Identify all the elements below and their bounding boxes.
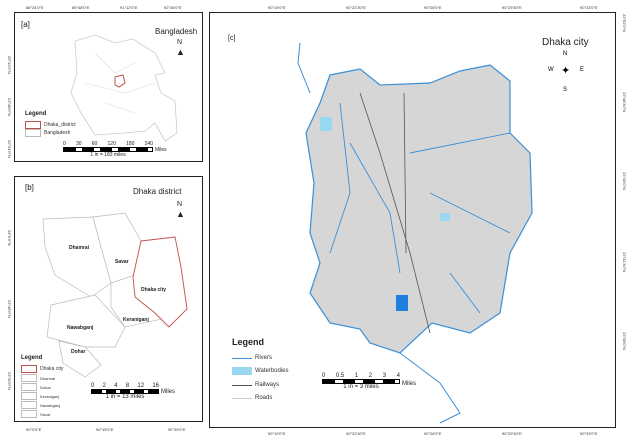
scale-bar: 0 2 4 8 12 16 1 in = 13 miles <box>91 383 159 400</box>
tick-label: 23°52'0"N <box>622 14 627 32</box>
river-line <box>399 352 461 424</box>
tick-label: 23°45'0"N <box>7 300 12 318</box>
legend-title: Legend <box>25 111 47 117</box>
district-map <box>42 212 188 378</box>
tick-label: 23°48'30"N <box>622 92 627 113</box>
north-arrow-icon: N <box>177 39 183 46</box>
city-roads-area <box>305 64 533 354</box>
tick-label: 25°12'0"N <box>7 56 12 74</box>
tick-label: 23°30'0"N <box>7 372 12 390</box>
area-label: Dhaka city <box>141 287 167 293</box>
bangladesh-map <box>70 34 178 142</box>
legend-item: Dhaka city <box>21 365 63 373</box>
legend-item: Dhaka_district <box>25 121 76 129</box>
legend-item: Bangladesh <box>25 129 70 137</box>
legend-item: Savar <box>21 410 63 418</box>
legend-title: Legend <box>232 337 265 347</box>
tick-label: 23°38'0"N <box>622 332 627 350</box>
tick-label: 90°15'0"E <box>96 427 114 432</box>
legend-item-waterbodies: Waterbodies <box>232 367 288 375</box>
tick-label: 90°30'0"E <box>168 427 186 432</box>
area-label: Keraniganj <box>123 317 149 323</box>
city-map <box>297 42 533 424</box>
tick-label: 90°29'30"E <box>502 5 522 10</box>
panel-dhaka-city: [c] Dhaka city N W E S ✦ Legend Rivers W… <box>209 12 616 428</box>
tick-label: 90°29'30"E <box>502 431 522 436</box>
panel-title: Bangladesh <box>155 27 198 36</box>
river-line <box>329 102 511 314</box>
compass-rose-icon: N W E S ✦ <box>548 51 584 93</box>
tick-label: 23°48'0"N <box>7 98 12 116</box>
tick-label: 90°26'0"E <box>424 5 442 10</box>
tick-label: 23°45'0"N <box>622 172 627 190</box>
tick-label: 90°0'0"E <box>26 427 42 432</box>
area-label: Dhamrai <box>69 245 90 251</box>
north-arrow-icon: N <box>177 201 183 208</box>
tick-label: 23°41'30"N <box>622 252 627 273</box>
tick-label: 90°22'30"E <box>346 5 366 10</box>
scale-bar: 0 30 60 120 180 240 1 in = 183 miles <box>63 141 153 158</box>
dhaka-city-highlight <box>132 236 188 328</box>
panel-tag: [a] <box>21 20 30 29</box>
legend-item-railways: Railways <box>232 382 279 388</box>
legend-item: Dhamrai <box>21 374 63 382</box>
tick-label: 89°48'0"E <box>72 5 90 10</box>
area-label: Nawabganj <box>67 325 94 331</box>
tick-label: 88°24'0"E <box>26 5 44 10</box>
waterbody <box>320 117 332 131</box>
tick-label: 90°33'0"E <box>580 431 598 436</box>
tick-label: 91°12'0"E <box>120 5 138 10</box>
north-arrow-glyph: ▲ <box>176 47 185 57</box>
river-line <box>297 42 311 94</box>
area-label: Savar <box>115 259 129 265</box>
railway-line <box>359 92 431 334</box>
tick-label: 92°36'0"E <box>164 5 182 10</box>
tick-label: 24°0'0"N <box>7 230 12 246</box>
tick-label: 90°33'0"E <box>580 5 598 10</box>
area-label: Dohar <box>71 349 86 355</box>
tick-label: 90°22'30"E <box>346 431 366 436</box>
legend-item: Dohar <box>21 383 63 391</box>
panel-dhaka-district: [b] Dhaka district N ▲ Dhamrai Savar Dha… <box>14 176 203 422</box>
legend-title: Legend <box>21 355 43 361</box>
panel-title: Dhaka city <box>542 37 589 48</box>
panel-tag: [b] <box>25 183 34 192</box>
bangladesh-outline <box>70 34 178 142</box>
legend-item: Nawabganj <box>21 401 63 409</box>
panel-bangladesh: [a] Bangladesh N ▲ Legend Dhaka_district… <box>14 12 203 162</box>
legend-item-roads: Roads <box>232 395 272 401</box>
tick-label: 90°19'0"E <box>268 431 286 436</box>
legend-item: Keraniganj <box>21 392 63 400</box>
scale-bar: 0 0.5 1 2 3 4 1 in = 3 miles <box>322 373 400 390</box>
legend: Dhaka city Dhamrai Dohar Keraniganj Nawa… <box>21 365 63 418</box>
panel-tag: [c] <box>228 35 236 42</box>
tick-label: 22°24'0"N <box>7 140 12 158</box>
tick-label: 90°19'0"E <box>268 5 286 10</box>
waterbody <box>396 295 408 311</box>
panel-title: Dhaka district <box>133 187 182 196</box>
dhaka-district-highlight <box>114 74 126 88</box>
waterbody <box>440 213 450 221</box>
north-arrow-glyph: ▲ <box>176 209 185 219</box>
tick-label: 90°26'0"E <box>424 431 442 436</box>
legend-item-rivers: Rivers <box>232 355 272 361</box>
